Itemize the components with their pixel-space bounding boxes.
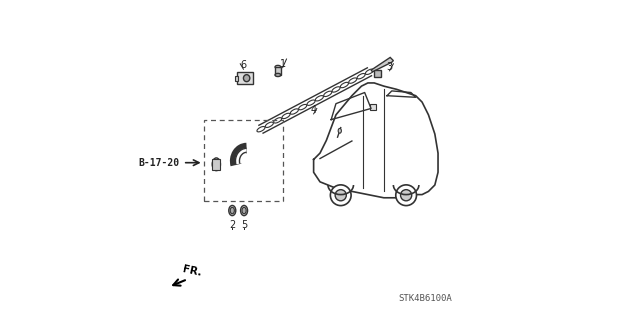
Ellipse shape (275, 65, 281, 69)
Text: 5: 5 (241, 220, 247, 230)
Ellipse shape (335, 189, 346, 201)
Bar (204, 120, 284, 201)
Ellipse shape (274, 118, 282, 123)
Ellipse shape (307, 100, 315, 105)
Ellipse shape (243, 75, 250, 82)
Text: FR.: FR. (181, 264, 202, 278)
Polygon shape (314, 83, 438, 198)
Ellipse shape (338, 129, 341, 133)
Text: 3: 3 (387, 62, 392, 72)
Ellipse shape (266, 122, 273, 128)
Bar (212, 159, 220, 170)
Ellipse shape (241, 205, 248, 216)
Text: 1: 1 (280, 59, 285, 69)
Ellipse shape (330, 185, 351, 205)
Ellipse shape (299, 104, 307, 110)
Bar (236, 76, 238, 81)
Ellipse shape (275, 73, 281, 77)
Ellipse shape (282, 113, 290, 119)
Ellipse shape (291, 109, 298, 114)
Ellipse shape (396, 185, 417, 205)
Ellipse shape (365, 69, 374, 74)
Text: B-17-20: B-17-20 (138, 158, 180, 168)
Text: 4: 4 (310, 105, 317, 115)
Ellipse shape (242, 207, 246, 214)
Bar (275, 67, 281, 75)
Bar (374, 70, 381, 77)
Ellipse shape (332, 87, 340, 92)
Ellipse shape (257, 127, 265, 132)
Ellipse shape (340, 82, 348, 88)
Ellipse shape (401, 189, 412, 201)
Bar (371, 104, 376, 110)
Ellipse shape (357, 73, 365, 79)
Ellipse shape (228, 205, 236, 216)
Ellipse shape (212, 158, 220, 171)
Text: 2: 2 (229, 220, 236, 230)
Ellipse shape (230, 207, 234, 214)
Text: STK4B6100A: STK4B6100A (398, 294, 452, 303)
Ellipse shape (214, 160, 219, 169)
Ellipse shape (316, 96, 323, 101)
Bar (237, 72, 253, 84)
Ellipse shape (324, 91, 332, 97)
Polygon shape (371, 57, 394, 72)
Text: 6: 6 (241, 60, 246, 70)
Ellipse shape (349, 78, 357, 83)
